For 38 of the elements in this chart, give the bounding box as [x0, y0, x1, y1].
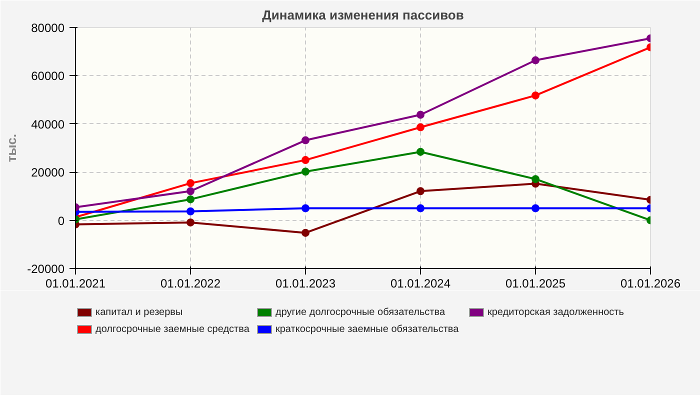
point	[302, 136, 310, 144]
point	[302, 204, 310, 212]
point	[416, 187, 424, 196]
y-axis-title: тыс.	[4, 134, 20, 162]
x-tick-label: 01.01.2025	[505, 276, 566, 290]
point	[302, 156, 310, 164]
point	[416, 110, 424, 119]
point	[186, 207, 194, 216]
y-tick-label: 0	[58, 214, 65, 228]
x-tick-label: 01.01.2021	[45, 276, 106, 290]
chart-title: Динамика изменения пассивов	[262, 8, 464, 22]
y-tick-label: 40000	[31, 117, 65, 132]
point	[532, 91, 540, 100]
point	[532, 204, 540, 212]
legend-label: долгосрочные заемные средства	[96, 324, 250, 335]
x-tick-label: 01.01.2023	[275, 276, 336, 290]
point	[302, 168, 310, 176]
point	[416, 148, 424, 156]
x-tick-label: 01.01.2024	[390, 276, 451, 290]
legend-label: кредиторская задолженность	[488, 307, 624, 318]
legend-label: капитал и резервы	[96, 307, 183, 318]
x-tick-label: 01.01.2026	[620, 276, 681, 290]
point	[186, 179, 194, 188]
legend-label: краткосрочные заемные обязательства	[276, 324, 460, 335]
point	[186, 218, 194, 226]
point	[532, 56, 540, 64]
point	[186, 187, 194, 196]
point	[416, 204, 424, 212]
x-tick-label: 01.01.2022	[160, 276, 221, 290]
point	[532, 175, 540, 184]
point	[302, 228, 310, 237]
point	[186, 195, 194, 204]
point	[416, 123, 424, 132]
legend-label: другие долгосрочные обязательства	[276, 307, 446, 318]
y-tick-label: 60000	[31, 69, 65, 84]
y-tick-label: 20000	[31, 166, 65, 180]
y-tick-label: -20000	[27, 262, 65, 276]
y-tick-label: 80000	[31, 21, 65, 35]
